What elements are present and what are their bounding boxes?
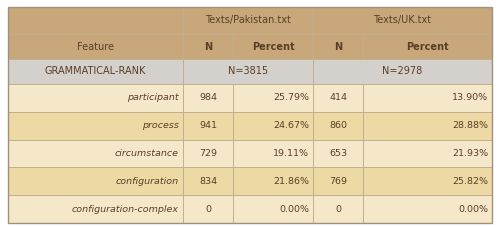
Bar [233, 34, 313, 59]
Text: 25.79%: 25.79% [273, 93, 309, 102]
Bar [313, 84, 363, 112]
Bar [8, 84, 183, 112]
Bar [183, 84, 233, 112]
Bar [363, 34, 492, 59]
Text: 414: 414 [329, 93, 347, 102]
Bar [8, 195, 183, 223]
Bar [313, 112, 363, 140]
Text: Feature: Feature [77, 42, 114, 52]
Bar [8, 167, 183, 195]
Text: N=3815: N=3815 [228, 67, 268, 76]
Text: Percent: Percent [406, 42, 449, 52]
Bar [363, 84, 492, 112]
Text: 653: 653 [329, 149, 347, 158]
Text: 25.82%: 25.82% [452, 177, 488, 186]
Text: participant: participant [128, 93, 179, 102]
Bar [233, 195, 313, 223]
Bar [233, 140, 313, 167]
Bar [313, 140, 363, 167]
Text: Texts/UK.txt: Texts/UK.txt [374, 15, 432, 25]
Text: 729: 729 [199, 149, 217, 158]
Text: 21.86%: 21.86% [273, 177, 309, 186]
Text: 24.67%: 24.67% [273, 121, 309, 130]
Bar [233, 112, 313, 140]
Text: configuration: configuration [116, 177, 179, 186]
Text: 769: 769 [329, 177, 347, 186]
Text: 0.00%: 0.00% [279, 205, 309, 214]
Bar [183, 7, 313, 34]
Bar [183, 167, 233, 195]
Bar [233, 84, 313, 112]
Text: 13.90%: 13.90% [452, 93, 488, 102]
Text: process: process [142, 121, 179, 130]
Bar [8, 34, 183, 59]
Text: 860: 860 [329, 121, 347, 130]
Bar [8, 112, 183, 140]
Bar [183, 34, 233, 59]
Text: 0: 0 [205, 205, 211, 214]
Text: 834: 834 [199, 177, 217, 186]
Text: Texts/Pakistan.txt: Texts/Pakistan.txt [205, 15, 291, 25]
Text: 0: 0 [335, 205, 341, 214]
Text: N=2978: N=2978 [382, 67, 422, 76]
Bar [183, 140, 233, 167]
Bar [313, 195, 363, 223]
Bar [183, 59, 313, 84]
Text: 19.11%: 19.11% [273, 149, 309, 158]
Text: 941: 941 [199, 121, 217, 130]
Text: 0.00%: 0.00% [458, 205, 488, 214]
Text: GRAMMATICAL-RANK: GRAMMATICAL-RANK [45, 67, 146, 76]
Bar [363, 195, 492, 223]
Bar [313, 7, 492, 34]
Bar [363, 112, 492, 140]
Bar [363, 140, 492, 167]
Bar [8, 59, 183, 84]
Bar [183, 112, 233, 140]
Bar [363, 167, 492, 195]
Text: N: N [204, 42, 212, 52]
Bar [313, 167, 363, 195]
Text: 21.93%: 21.93% [452, 149, 488, 158]
Text: Percent: Percent [252, 42, 294, 52]
Text: circumstance: circumstance [115, 149, 179, 158]
Bar [313, 59, 492, 84]
Bar [233, 167, 313, 195]
Text: configuration-complex: configuration-complex [72, 205, 179, 214]
Bar [8, 7, 183, 34]
Text: 28.88%: 28.88% [452, 121, 488, 130]
Text: 984: 984 [199, 93, 217, 102]
Bar [313, 34, 363, 59]
Bar [183, 195, 233, 223]
Bar [8, 140, 183, 167]
Text: N: N [334, 42, 342, 52]
